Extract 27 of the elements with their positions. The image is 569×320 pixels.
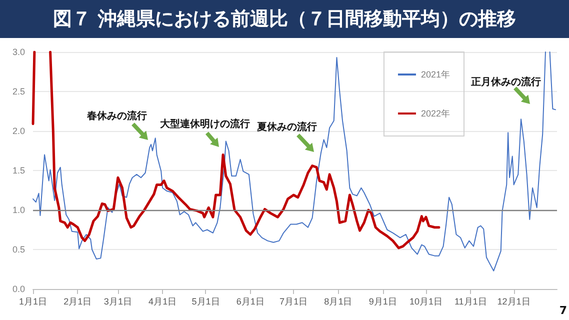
y-tick-label: 2.5 <box>12 86 25 96</box>
annotation: 春休みの流行 <box>87 109 147 123</box>
x-tick-label: 6月1日 <box>236 296 264 306</box>
legend-label: 2022年 <box>420 108 450 118</box>
chart-title: 図７ 沖縄県における前週比（７日間移動平均）の推移 <box>0 0 569 38</box>
annotation: 大型連休明けの流行 <box>160 117 250 131</box>
legend-label: 2021年 <box>420 70 450 80</box>
x-tick-label: 5月1日 <box>192 296 220 306</box>
y-tick-label: 0.0 <box>12 284 25 294</box>
x-tick-label: 12月1日 <box>497 296 530 306</box>
x-tick-label: 10月1日 <box>409 296 443 306</box>
y-tick-label: 1.5 <box>12 166 25 176</box>
x-tick-label: 9月1日 <box>368 296 397 306</box>
y-tick-label: 3.0 <box>12 47 25 57</box>
x-tick-label: 3月1日 <box>104 296 132 306</box>
y-tick-label: 0.5 <box>12 244 25 254</box>
x-tick-label: 8月1日 <box>324 296 352 306</box>
x-tick-label: 4月1日 <box>148 296 177 306</box>
y-tick-label: 1.0 <box>12 205 25 215</box>
x-tick-label: 1月1日 <box>18 296 48 306</box>
x-tick-label: 7月1日 <box>280 296 308 306</box>
annotation: 夏休みの流行 <box>257 120 317 134</box>
x-tick-label: 11月1日 <box>454 296 487 306</box>
x-tick-label: 2月1日 <box>64 296 92 306</box>
annotation: 正月休みの流行 <box>471 75 541 89</box>
text: 7 <box>559 304 567 317</box>
y-tick-label: 2.0 <box>12 126 25 136</box>
